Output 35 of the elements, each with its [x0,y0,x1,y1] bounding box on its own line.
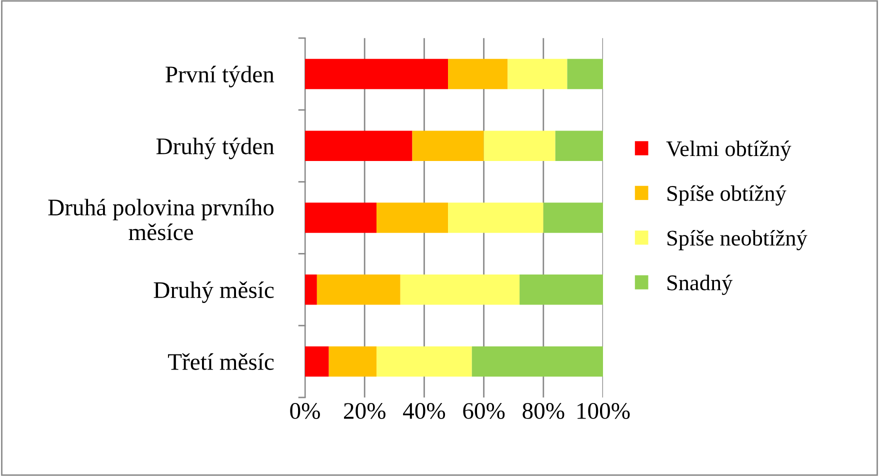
x-tick-label: 100% [578,403,630,420]
bar [520,274,603,305]
x-tick-label: 60% [463,403,505,420]
legend-label: Spíše neobtížný [668,230,808,250]
bar [508,58,568,90]
legend-label: Velmi obtížný [666,140,792,161]
bar [448,58,508,90]
bar [376,346,472,377]
bar [305,130,412,161]
bar [412,130,484,161]
x-tick-label: 80% [522,403,564,420]
x-tick-label: 20% [344,403,386,420]
bar [400,274,520,305]
bar [305,346,329,377]
bar [543,202,603,233]
y-tick-label: První týden [166,66,274,88]
bar [305,58,448,90]
y-tick-label: Třetí měsíc [168,353,274,370]
legend-label: Snadný [668,274,733,295]
bar [328,346,377,377]
x-tick-label: 0% [290,403,320,420]
y-tick-label: Druhá polovina prvního měsíce [48,198,274,240]
bar [484,130,556,161]
bar [376,202,448,233]
bar [305,202,377,233]
bar [448,202,544,233]
y-tick-label: Druhý měsíc [154,281,274,303]
bar [567,58,603,90]
x-tick-label: 40% [403,403,446,420]
y-tick-label: Druhý týden [156,138,274,160]
bar [472,346,603,377]
bar [316,274,400,305]
legend-label: Spíše obtížný [668,185,786,206]
bar [555,130,603,161]
bar [305,274,317,305]
